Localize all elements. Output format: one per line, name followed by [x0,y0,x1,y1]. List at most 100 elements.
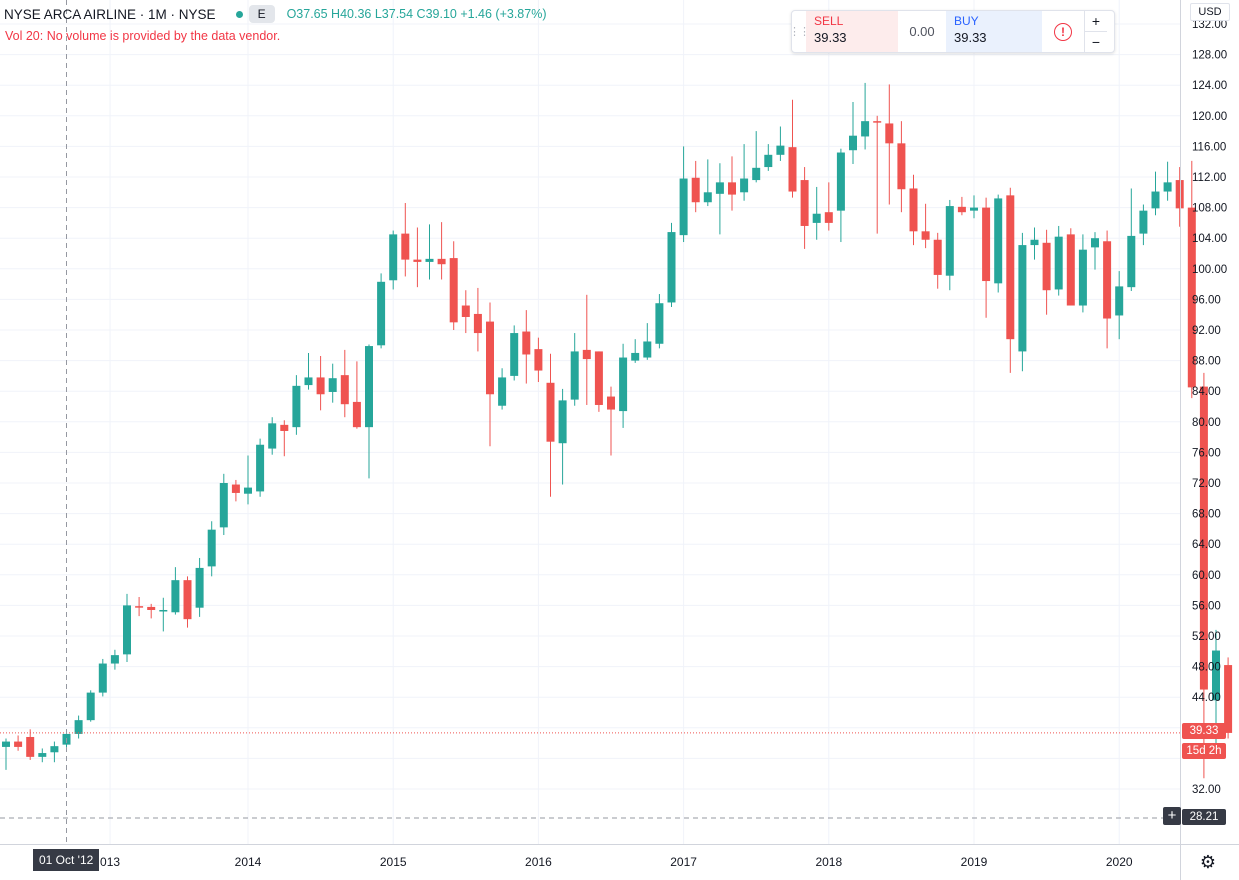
price-tick-label: 100.00 [1192,264,1227,276]
time-tick-label: 2015 [380,855,407,869]
candle-body [812,213,821,223]
price-tick-label: 92.00 [1192,325,1221,337]
sell-label: SELL [814,14,844,28]
symbol-legend: NYSE ARCA AIRLINE · 1M · NYSE E O37.65 H… [4,5,547,23]
increase-button[interactable]: + [1085,11,1107,32]
spread-value: 0.00 [909,24,935,39]
volume-message: Vol 20: No volume is provided by the dat… [5,29,281,43]
candle-body [14,741,23,747]
candle-body [26,736,35,757]
price-tick-label: 96.00 [1192,294,1221,306]
price-tick-label: 112.00 [1192,172,1226,184]
candle-body [788,147,797,192]
candle-body [752,167,761,181]
candle-body [74,720,83,734]
candle-body [183,580,192,620]
time-tick-label: 013 [100,855,120,869]
candle-body [1042,242,1051,291]
candle-body [256,444,265,492]
quantity-stepper: + − [1084,11,1107,52]
price-tick-label: 124.00 [1192,80,1227,92]
sell-button[interactable]: SELL 39.33 [806,11,898,52]
candle-body [861,121,870,137]
crosshair-date-label: 01 Oct '12 [33,849,100,871]
candle-body [401,233,410,260]
price-tick-label: 60.00 [1192,570,1221,582]
candle-body [280,424,289,431]
sell-price: 39.33 [814,30,847,45]
bar-countdown-label: 15d 2h [1182,743,1226,759]
candle-body [534,349,543,371]
drag-handle-icon[interactable]: ⋮⋮ [789,26,810,38]
gear-icon[interactable]: ⚙ [1199,852,1217,872]
candle-body [365,346,373,428]
candle-body [389,234,398,281]
candle-body [836,152,845,211]
candle-body [728,182,736,195]
candle-body [123,605,131,655]
candle-body [1212,650,1220,701]
candle-body [1115,286,1124,316]
candle-body [304,377,313,386]
trade-panel: ⋮⋮ SELL 39.33 0.00 BUY 39.33 ! + − [789,10,1115,53]
candle-body [1151,191,1160,209]
candle-body [98,663,107,693]
warning-button[interactable]: ! [1042,11,1084,52]
candle-body [933,239,942,275]
candle-body [461,305,470,317]
candle-body [292,385,301,428]
candle-body [1224,665,1233,733]
candle-body [377,281,386,346]
candle-body [897,143,906,190]
buy-price: 39.33 [954,30,987,45]
candle-body [135,606,144,608]
candle-body [691,177,700,203]
candle-body [437,258,446,265]
time-tick-label: 2017 [670,855,697,869]
add-alert-button[interactable]: + [1163,807,1181,825]
exchange-badge[interactable]: E [248,5,275,23]
buy-button[interactable]: BUY 39.33 [946,11,1042,52]
price-tick-label: 108.00 [1192,203,1227,215]
candle-body [231,484,240,493]
last-price-label: 39.33 [1182,723,1226,739]
candle-body [982,207,991,282]
candle-body [1187,207,1196,388]
price-tick-label: 52.00 [1192,631,1221,643]
ohlc-values: O37.65 H40.36 L37.54 C39.10 +1.46 (+3.87… [286,7,547,21]
warning-icon: ! [1054,22,1072,41]
candle-body [824,212,833,223]
currency-label[interactable]: USD [1190,3,1230,21]
candle-body [268,423,277,449]
candle-body [873,121,882,123]
candle-body [594,351,603,405]
candle-body [715,182,724,194]
price-tick-label: 116.00 [1192,141,1226,153]
candle-body [849,135,857,151]
candle-body [558,400,567,444]
candle-body [1175,180,1184,209]
candle-body [885,123,894,144]
time-tick-label: 2020 [1106,855,1133,869]
candle-body [316,377,325,395]
candle-body [473,313,482,334]
candle-body [171,580,180,613]
decrease-button[interactable]: − [1091,34,1101,50]
symbol-title[interactable]: NYSE ARCA AIRLINE · 1M · NYSE [4,6,216,22]
candle-body [679,178,688,236]
crosshair-price-label: 28.21 [1182,809,1226,825]
candle-body [352,401,361,428]
candle-body [582,349,591,360]
candle-body [643,341,652,358]
price-tick-label: 48.00 [1192,662,1221,674]
candle-body [86,692,95,721]
candle-body [1054,236,1063,290]
candle-body [413,259,422,262]
candle-body [631,352,640,361]
candle-body [994,198,1003,284]
candle-body [909,188,918,232]
candle-body [800,180,809,226]
candle-body [970,207,978,211]
